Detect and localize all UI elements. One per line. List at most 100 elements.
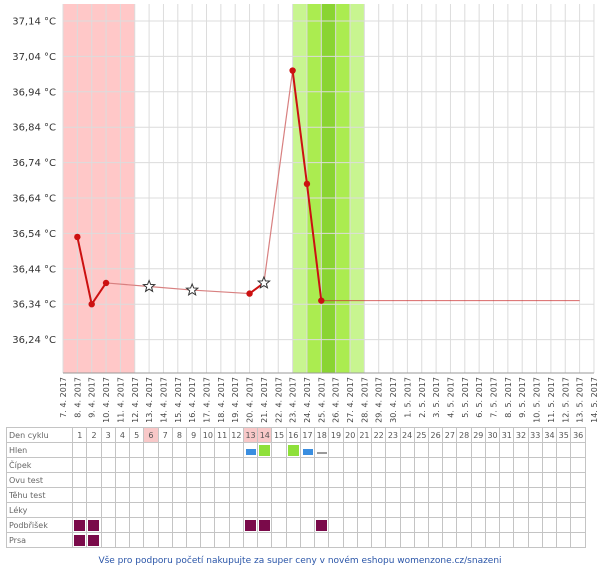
table-cell[interactable] xyxy=(484,442,501,458)
table-cell[interactable] xyxy=(285,517,301,533)
table-cell[interactable] xyxy=(356,472,373,488)
table-cell[interactable] xyxy=(214,532,230,548)
table-cell[interactable] xyxy=(541,502,558,518)
table-cell[interactable] xyxy=(72,532,88,548)
table-cell[interactable] xyxy=(484,532,501,548)
day-number-cell[interactable]: 19 xyxy=(328,427,344,443)
table-cell[interactable] xyxy=(371,502,387,518)
table-cell[interactable] xyxy=(186,532,202,548)
day-number-cell[interactable]: 7 xyxy=(157,427,173,443)
table-cell[interactable] xyxy=(527,442,543,458)
day-number-cell[interactable]: 29 xyxy=(470,427,486,443)
table-cell[interactable] xyxy=(186,487,202,503)
table-cell[interactable] xyxy=(470,472,486,488)
table-cell[interactable] xyxy=(200,442,216,458)
table-cell[interactable] xyxy=(228,487,244,503)
table-cell[interactable] xyxy=(171,457,188,473)
table-cell[interactable] xyxy=(399,472,415,488)
table-cell[interactable] xyxy=(527,472,543,488)
day-number-cell[interactable]: 25 xyxy=(413,427,430,443)
table-cell[interactable] xyxy=(456,502,472,518)
day-number-cell[interactable]: 32 xyxy=(513,427,529,443)
table-cell[interactable] xyxy=(442,517,458,533)
table-cell[interactable] xyxy=(100,487,116,503)
table-cell[interactable] xyxy=(242,502,259,518)
day-number-cell[interactable]: 26 xyxy=(427,427,444,443)
table-cell[interactable] xyxy=(214,502,230,518)
table-cell[interactable] xyxy=(427,502,444,518)
table-cell[interactable] xyxy=(456,442,472,458)
table-cell[interactable] xyxy=(285,532,301,548)
table-cell[interactable] xyxy=(72,457,88,473)
day-number-cell[interactable]: 12 xyxy=(228,427,244,443)
table-cell[interactable] xyxy=(129,502,145,518)
day-number-cell[interactable]: 33 xyxy=(527,427,543,443)
table-cell[interactable] xyxy=(157,442,173,458)
table-cell[interactable] xyxy=(114,442,131,458)
table-cell[interactable] xyxy=(242,517,259,533)
table-cell[interactable] xyxy=(257,442,273,458)
table-cell[interactable] xyxy=(314,517,330,533)
table-cell[interactable] xyxy=(427,442,444,458)
table-cell[interactable] xyxy=(556,442,572,458)
table-cell[interactable] xyxy=(541,487,558,503)
table-cell[interactable] xyxy=(86,457,102,473)
table-cell[interactable] xyxy=(271,487,287,503)
table-cell[interactable] xyxy=(143,502,159,518)
day-number-cell[interactable]: 36 xyxy=(570,427,586,443)
table-cell[interactable] xyxy=(570,442,586,458)
table-cell[interactable] xyxy=(385,532,401,548)
table-cell[interactable] xyxy=(427,457,444,473)
table-cell[interactable] xyxy=(513,457,529,473)
table-cell[interactable] xyxy=(129,472,145,488)
table-cell[interactable] xyxy=(541,532,558,548)
table-cell[interactable] xyxy=(456,472,472,488)
table-cell[interactable] xyxy=(499,487,515,503)
table-cell[interactable] xyxy=(328,472,344,488)
table-cell[interactable] xyxy=(228,442,244,458)
table-cell[interactable] xyxy=(399,442,415,458)
table-cell[interactable] xyxy=(356,457,373,473)
table-cell[interactable] xyxy=(570,502,586,518)
day-number-cell[interactable]: 22 xyxy=(371,427,387,443)
table-cell[interactable] xyxy=(271,517,287,533)
day-number-cell[interactable]: 35 xyxy=(556,427,572,443)
table-cell[interactable] xyxy=(228,532,244,548)
table-cell[interactable] xyxy=(484,472,501,488)
table-cell[interactable] xyxy=(356,517,373,533)
table-cell[interactable] xyxy=(385,472,401,488)
footer-promo-link[interactable]: Vše pro podporu početí nakupujte za supe… xyxy=(98,556,502,566)
table-cell[interactable] xyxy=(114,502,131,518)
table-cell[interactable] xyxy=(242,457,259,473)
table-cell[interactable] xyxy=(342,532,358,548)
table-cell[interactable] xyxy=(342,517,358,533)
table-cell[interactable] xyxy=(86,442,102,458)
table-cell[interactable] xyxy=(556,472,572,488)
table-cell[interactable] xyxy=(171,472,188,488)
table-cell[interactable] xyxy=(328,517,344,533)
table-cell[interactable] xyxy=(171,517,188,533)
table-cell[interactable] xyxy=(399,532,415,548)
table-cell[interactable] xyxy=(413,502,430,518)
table-cell[interactable] xyxy=(513,532,529,548)
table-cell[interactable] xyxy=(143,532,159,548)
table-cell[interactable] xyxy=(484,487,501,503)
table-cell[interactable] xyxy=(214,517,230,533)
table-cell[interactable] xyxy=(399,487,415,503)
table-cell[interactable] xyxy=(527,487,543,503)
table-cell[interactable] xyxy=(186,517,202,533)
table-cell[interactable] xyxy=(100,502,116,518)
day-number-cell[interactable]: 23 xyxy=(385,427,401,443)
table-cell[interactable] xyxy=(186,457,202,473)
table-cell[interactable] xyxy=(484,517,501,533)
table-cell[interactable] xyxy=(570,472,586,488)
table-cell[interactable] xyxy=(570,517,586,533)
table-cell[interactable] xyxy=(442,487,458,503)
table-cell[interactable] xyxy=(157,472,173,488)
table-cell[interactable] xyxy=(499,442,515,458)
table-cell[interactable] xyxy=(556,532,572,548)
table-cell[interactable] xyxy=(157,457,173,473)
table-cell[interactable] xyxy=(257,487,273,503)
table-cell[interactable] xyxy=(171,502,188,518)
table-cell[interactable] xyxy=(72,502,88,518)
